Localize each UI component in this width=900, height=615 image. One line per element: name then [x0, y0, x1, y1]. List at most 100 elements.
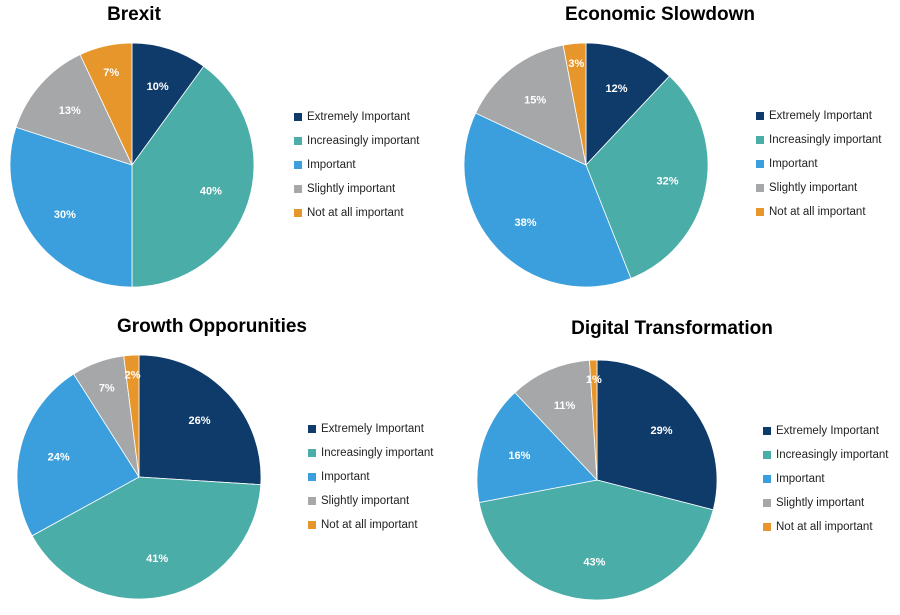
legend-label: Important — [321, 471, 370, 483]
pie-slice-not-at-all-important — [123, 354, 140, 478]
legend-swatch — [308, 425, 316, 433]
slice-label-increasingly-important: 43% — [583, 557, 605, 569]
legend-growth-opportunities: Extremely Important Increasingly importan… — [308, 417, 434, 537]
slice-label-slightly-important: 11% — [554, 400, 576, 412]
legend-label: Extremely Important — [321, 423, 424, 435]
legend-swatch — [763, 427, 771, 435]
pie-slice-slightly-important — [514, 359, 598, 482]
slice-label-important: 24% — [48, 451, 70, 463]
chart-title-brexit: Brexit — [107, 4, 161, 25]
legend-item-extremely-important: Extremely Important — [294, 105, 420, 129]
legend-swatch — [308, 473, 316, 481]
legend-item-slightly-important: Slightly important — [308, 489, 434, 513]
legend-label: Increasingly important — [769, 134, 882, 146]
pie-slice-slightly-important — [475, 44, 587, 166]
legend-label: Increasingly important — [776, 449, 889, 461]
legend-label: Extremely Important — [776, 425, 879, 437]
legend-label: Not at all important — [321, 519, 418, 531]
legend-swatch — [308, 449, 316, 457]
slice-label-important: 16% — [508, 450, 530, 462]
legend-swatch — [763, 451, 771, 459]
slice-label-extremely-important: 10% — [147, 81, 169, 93]
legend-item-important: Important — [756, 152, 882, 176]
slice-label-extremely-important: 26% — [188, 415, 210, 427]
legend-item-increasingly-important: Increasingly important — [308, 441, 434, 465]
legend-swatch — [756, 208, 764, 216]
legend-item-slightly-important: Slightly important — [756, 176, 882, 200]
legend-label: Important — [776, 473, 825, 485]
legend-label: Not at all important — [769, 206, 866, 218]
slice-label-increasingly-important: 40% — [200, 186, 222, 198]
legend-swatch — [756, 184, 764, 192]
legend-label: Not at all important — [307, 207, 404, 219]
pie-slice-increasingly-important — [478, 479, 714, 601]
pie-slice-slightly-important — [15, 54, 133, 166]
legend-label: Important — [307, 159, 356, 171]
slice-label-extremely-important: 12% — [606, 83, 628, 95]
legend-swatch — [294, 137, 302, 145]
legend-swatch — [308, 521, 316, 529]
legend-swatch — [756, 136, 764, 144]
legend-label: Increasingly important — [307, 135, 420, 147]
legend-label: Slightly important — [769, 182, 858, 194]
legend-item-extremely-important: Extremely Important — [756, 104, 882, 128]
pie-slice-increasingly-important — [585, 75, 709, 279]
pie-slice-not-at-all-important — [589, 359, 598, 481]
legend-swatch — [756, 112, 764, 120]
legend-label: Increasingly important — [321, 447, 434, 459]
legend-item-increasingly-important: Increasingly important — [763, 443, 889, 467]
pie-slice-important — [476, 391, 598, 503]
legend-item-slightly-important: Slightly important — [294, 177, 420, 201]
slice-label-increasingly-important: 41% — [146, 553, 168, 565]
legend-item-important: Important — [294, 153, 420, 177]
legend-item-increasingly-important: Increasingly important — [756, 128, 882, 152]
legend-label: Extremely Important — [769, 110, 872, 122]
slice-label-slightly-important: 13% — [59, 105, 81, 117]
pie-slice-extremely-important — [131, 42, 205, 167]
legend-item-extremely-important: Extremely Important — [763, 419, 889, 443]
legend-item-not-at-all-important: Not at all important — [308, 513, 434, 537]
slice-label-extremely-important: 29% — [650, 425, 672, 437]
chart-title-digital-transformation: Digital Transformation — [571, 318, 773, 339]
pie-slice-extremely-important — [596, 359, 718, 511]
pie-slice-important — [463, 112, 632, 288]
legend-label: Slightly important — [307, 183, 396, 195]
legend-label: Slightly important — [321, 495, 410, 507]
chart-title-growth-opportunities: Growth Opporunities — [117, 316, 307, 337]
legend-item-important: Important — [308, 465, 434, 489]
legend-swatch — [763, 499, 771, 507]
slice-label-not-at-all-important: 3% — [568, 58, 584, 70]
pie-slice-increasingly-important — [31, 476, 262, 600]
legend-label: Not at all important — [776, 521, 873, 533]
legend-label: Slightly important — [776, 497, 865, 509]
pie-slice-increasingly-important — [131, 65, 255, 288]
pie-slice-not-at-all-important — [562, 42, 587, 166]
legend-item-not-at-all-important: Not at all important — [294, 201, 420, 225]
slice-label-not-at-all-important: 7% — [103, 67, 119, 79]
pie-slice-important — [9, 126, 133, 288]
slice-label-slightly-important: 15% — [524, 94, 546, 106]
legend-label: Extremely Important — [307, 111, 410, 123]
legend-label: Important — [769, 158, 818, 170]
legend-item-not-at-all-important: Not at all important — [756, 200, 882, 224]
pie-slice-extremely-important — [585, 42, 671, 167]
slice-label-not-at-all-important: 1% — [586, 374, 602, 386]
legend-digital-transformation: Extremely Important Increasingly importan… — [763, 419, 889, 539]
legend-swatch — [294, 185, 302, 193]
legend-swatch — [763, 475, 771, 483]
legend-swatch — [294, 161, 302, 169]
legend-item-increasingly-important: Increasingly important — [294, 129, 420, 153]
pie-slice-important — [16, 373, 140, 537]
legend-economic-slowdown: Extremely Important Increasingly importan… — [756, 104, 882, 224]
slice-label-not-at-all-important: 2% — [125, 370, 141, 382]
pie-slice-extremely-important — [138, 354, 262, 486]
legend-item-not-at-all-important: Not at all important — [763, 515, 889, 539]
legend-item-slightly-important: Slightly important — [763, 491, 889, 515]
legend-swatch — [308, 497, 316, 505]
legend-swatch — [294, 113, 302, 121]
legend-brexit: Extremely Important Increasingly importan… — [294, 105, 420, 225]
